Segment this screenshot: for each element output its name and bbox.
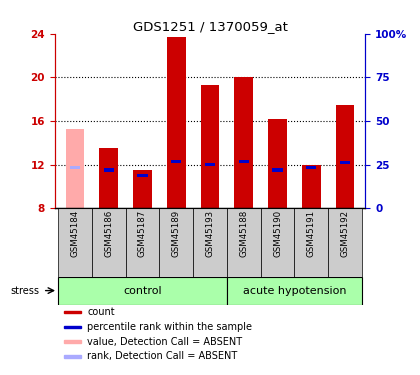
Bar — [294, 208, 328, 277]
Bar — [336, 105, 354, 208]
Text: acute hypotension: acute hypotension — [243, 286, 346, 296]
Text: value, Detection Call = ABSENT: value, Detection Call = ABSENT — [87, 337, 242, 346]
Bar — [64, 340, 81, 343]
Title: GDS1251 / 1370059_at: GDS1251 / 1370059_at — [133, 20, 287, 33]
Bar — [64, 355, 81, 357]
Bar — [234, 77, 253, 208]
Text: GSM45186: GSM45186 — [104, 210, 113, 257]
Bar — [64, 326, 81, 328]
Text: GSM45192: GSM45192 — [341, 210, 349, 257]
Bar — [159, 208, 193, 277]
Bar — [64, 311, 81, 313]
Text: GSM45187: GSM45187 — [138, 210, 147, 257]
Bar — [261, 208, 294, 277]
Text: GSM45188: GSM45188 — [239, 210, 248, 257]
Bar — [58, 277, 227, 304]
Bar — [92, 208, 126, 277]
Text: GSM45184: GSM45184 — [71, 210, 79, 257]
Bar — [70, 166, 80, 170]
Text: stress: stress — [10, 286, 39, 296]
Text: rank, Detection Call = ABSENT: rank, Detection Call = ABSENT — [87, 351, 237, 361]
Bar — [167, 37, 186, 208]
Text: GSM45189: GSM45189 — [172, 210, 181, 257]
Bar — [268, 119, 287, 208]
Bar — [100, 148, 118, 208]
Bar — [227, 208, 261, 277]
Bar — [227, 277, 362, 304]
Text: GSM45190: GSM45190 — [273, 210, 282, 257]
Bar — [306, 166, 316, 170]
Bar — [58, 208, 92, 277]
Bar — [340, 161, 350, 164]
Bar — [302, 165, 320, 208]
Bar — [137, 174, 147, 177]
Bar — [126, 208, 159, 277]
Text: GSM45193: GSM45193 — [205, 210, 215, 257]
Bar — [104, 168, 114, 172]
Bar — [133, 170, 152, 208]
Bar — [239, 160, 249, 163]
Bar — [193, 208, 227, 277]
Text: count: count — [87, 307, 115, 317]
Bar — [171, 160, 181, 163]
Text: control: control — [123, 286, 162, 296]
Text: GSM45191: GSM45191 — [307, 210, 316, 257]
Text: percentile rank within the sample: percentile rank within the sample — [87, 322, 252, 332]
Bar — [205, 163, 215, 166]
Bar — [273, 168, 283, 172]
Bar — [66, 129, 84, 208]
Bar — [201, 85, 219, 208]
Bar — [328, 208, 362, 277]
